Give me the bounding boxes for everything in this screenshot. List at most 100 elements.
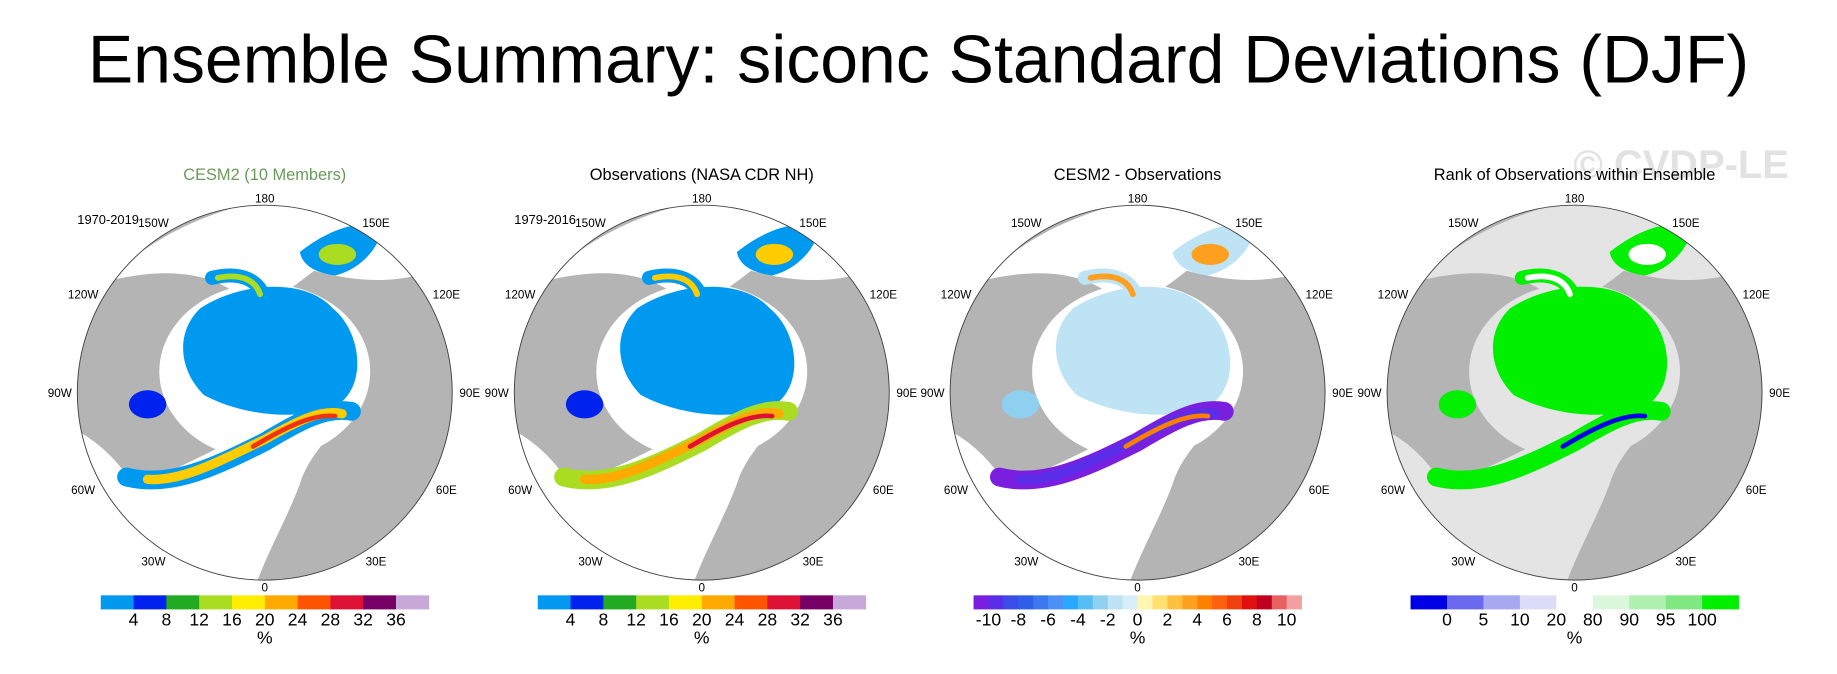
colorbar-box <box>264 595 298 610</box>
colorbar-box <box>1167 595 1183 610</box>
ice-band-hot <box>250 413 338 449</box>
colorbar-box <box>100 595 134 610</box>
longitude-label: 180 <box>1128 192 1148 205</box>
colorbar-box <box>1519 595 1557 610</box>
panel-title: CESM2 (10 Members) <box>183 166 346 184</box>
longitude-label: 30W <box>1014 556 1038 569</box>
watermark: © CVDP-LE <box>1574 143 1789 187</box>
longitude-label: 150E <box>362 217 390 230</box>
longitude-label: 150E <box>799 217 827 230</box>
colorbar-box <box>1077 595 1094 610</box>
hudson-bay-ice <box>565 390 604 419</box>
longitude-label: 0 <box>1134 581 1141 594</box>
colorbar-box <box>988 595 1004 610</box>
longitude-label: 90W <box>1358 387 1382 400</box>
longitude-label: 30W <box>578 556 602 569</box>
colorbar-box <box>800 595 834 610</box>
okhotsk-ice-inner <box>318 243 357 265</box>
pacific-ocean <box>1416 205 1727 309</box>
colorbar-box <box>537 595 571 610</box>
longitude-label: 90E <box>1332 387 1353 400</box>
longitude-label: 60E <box>1746 484 1767 497</box>
colorbar-box <box>1182 595 1198 610</box>
ice-core <box>183 286 358 415</box>
colorbar-tick-label: 4 <box>1192 610 1202 630</box>
colorbar-tick-label: 12 <box>189 610 209 630</box>
ice-band-hot <box>687 413 775 449</box>
colorbar-box <box>297 595 331 610</box>
colorbar-box <box>166 595 200 610</box>
longitude-label: 90E <box>1769 387 1790 400</box>
colorbar-box <box>363 595 397 610</box>
colorbar-tick-label: -4 <box>1070 610 1086 630</box>
colorbar-box <box>1556 595 1594 610</box>
colorbar-tick-label: 8 <box>1252 610 1262 630</box>
longitude-label: 150W <box>1448 217 1479 230</box>
ice-band-hot <box>1560 413 1648 449</box>
panel-title: Observations (NASA CDR NH) <box>590 166 814 184</box>
colorbar-box <box>1256 595 1273 610</box>
colorbar-box <box>1107 595 1124 610</box>
colorbar-tick-label: 4 <box>129 610 139 630</box>
colorbar-tick-label: 100 <box>1687 610 1717 630</box>
colorbar-box <box>395 595 430 610</box>
colorbar-box <box>636 595 670 610</box>
longitude-label: 60E <box>1309 484 1330 497</box>
colorbar-tick-label: 5 <box>1479 610 1489 630</box>
colorbar-tick-label: -8 <box>1010 610 1026 630</box>
colorbar-box <box>1003 595 1019 610</box>
ice-core <box>1492 286 1668 415</box>
longitude-label: 180 <box>255 192 275 205</box>
colorbar-tick-label: 8 <box>161 610 171 630</box>
colorbar-tick-label: 36 <box>386 610 406 630</box>
colorbar-tick-label: 36 <box>823 610 843 630</box>
hudson-bay-ice <box>128 390 167 419</box>
longitude-label: 120W <box>1378 289 1409 302</box>
colorbar-box <box>133 595 167 610</box>
colorbar-unit: % <box>694 627 710 647</box>
pacific-ice-inner <box>1087 273 1136 298</box>
ice-core <box>620 286 795 415</box>
colorbar-box <box>231 595 266 610</box>
colorbar-box <box>1048 595 1064 610</box>
colorbar-tick-label: -10 <box>976 610 1002 630</box>
longitude-label: 120W <box>68 289 99 302</box>
longitude-label: 90W <box>48 387 72 400</box>
longitude-label: 30W <box>141 556 165 569</box>
colorbar-box <box>1137 595 1153 610</box>
colorbar-box <box>1447 595 1484 610</box>
longitude-label: 30E <box>1238 556 1259 569</box>
longitude-label: 180 <box>692 192 712 205</box>
colorbar-tick-label: 20 <box>692 610 712 630</box>
okhotsk-ice-inner <box>755 243 794 265</box>
longitude-label: 180 <box>1565 192 1585 205</box>
panel-title: Rank of Observations within Ensemble <box>1434 166 1716 184</box>
pacific-ocean <box>543 205 855 309</box>
okhotsk-ice-inner <box>1628 243 1666 265</box>
longitude-label: 150W <box>138 217 169 230</box>
colorbar-tick-label: -2 <box>1100 610 1116 630</box>
ice-band-hot <box>1123 413 1211 449</box>
colorbar-tick-label: 16 <box>222 610 242 630</box>
colorbar-box <box>1592 595 1630 610</box>
colorbar-box <box>734 595 768 610</box>
colorbar-tick-label: 28 <box>321 610 341 630</box>
colorbar-box <box>330 595 364 610</box>
longitude-label: 0 <box>699 581 706 594</box>
colorbar-box <box>1122 595 1138 610</box>
colorbar-tick-label: 90 <box>1619 610 1639 630</box>
longitude-label: 90W <box>485 387 509 400</box>
colorbar-tick-label: 32 <box>353 610 373 630</box>
longitude-label: 60W <box>944 484 968 497</box>
colorbar-tick-label: 0 <box>1442 610 1452 630</box>
colorbar-box <box>1018 595 1034 610</box>
polar-map <box>950 205 1326 581</box>
longitude-label: 120E <box>870 289 898 302</box>
longitude-label: 150E <box>1235 217 1263 230</box>
longitude-label: 30E <box>1675 556 1696 569</box>
colorbar-box <box>767 595 801 610</box>
longitude-label: 0 <box>262 581 269 594</box>
longitude-label: 150W <box>1011 217 1042 230</box>
colorbar-box <box>973 595 989 610</box>
longitude-label: 90E <box>459 387 480 400</box>
